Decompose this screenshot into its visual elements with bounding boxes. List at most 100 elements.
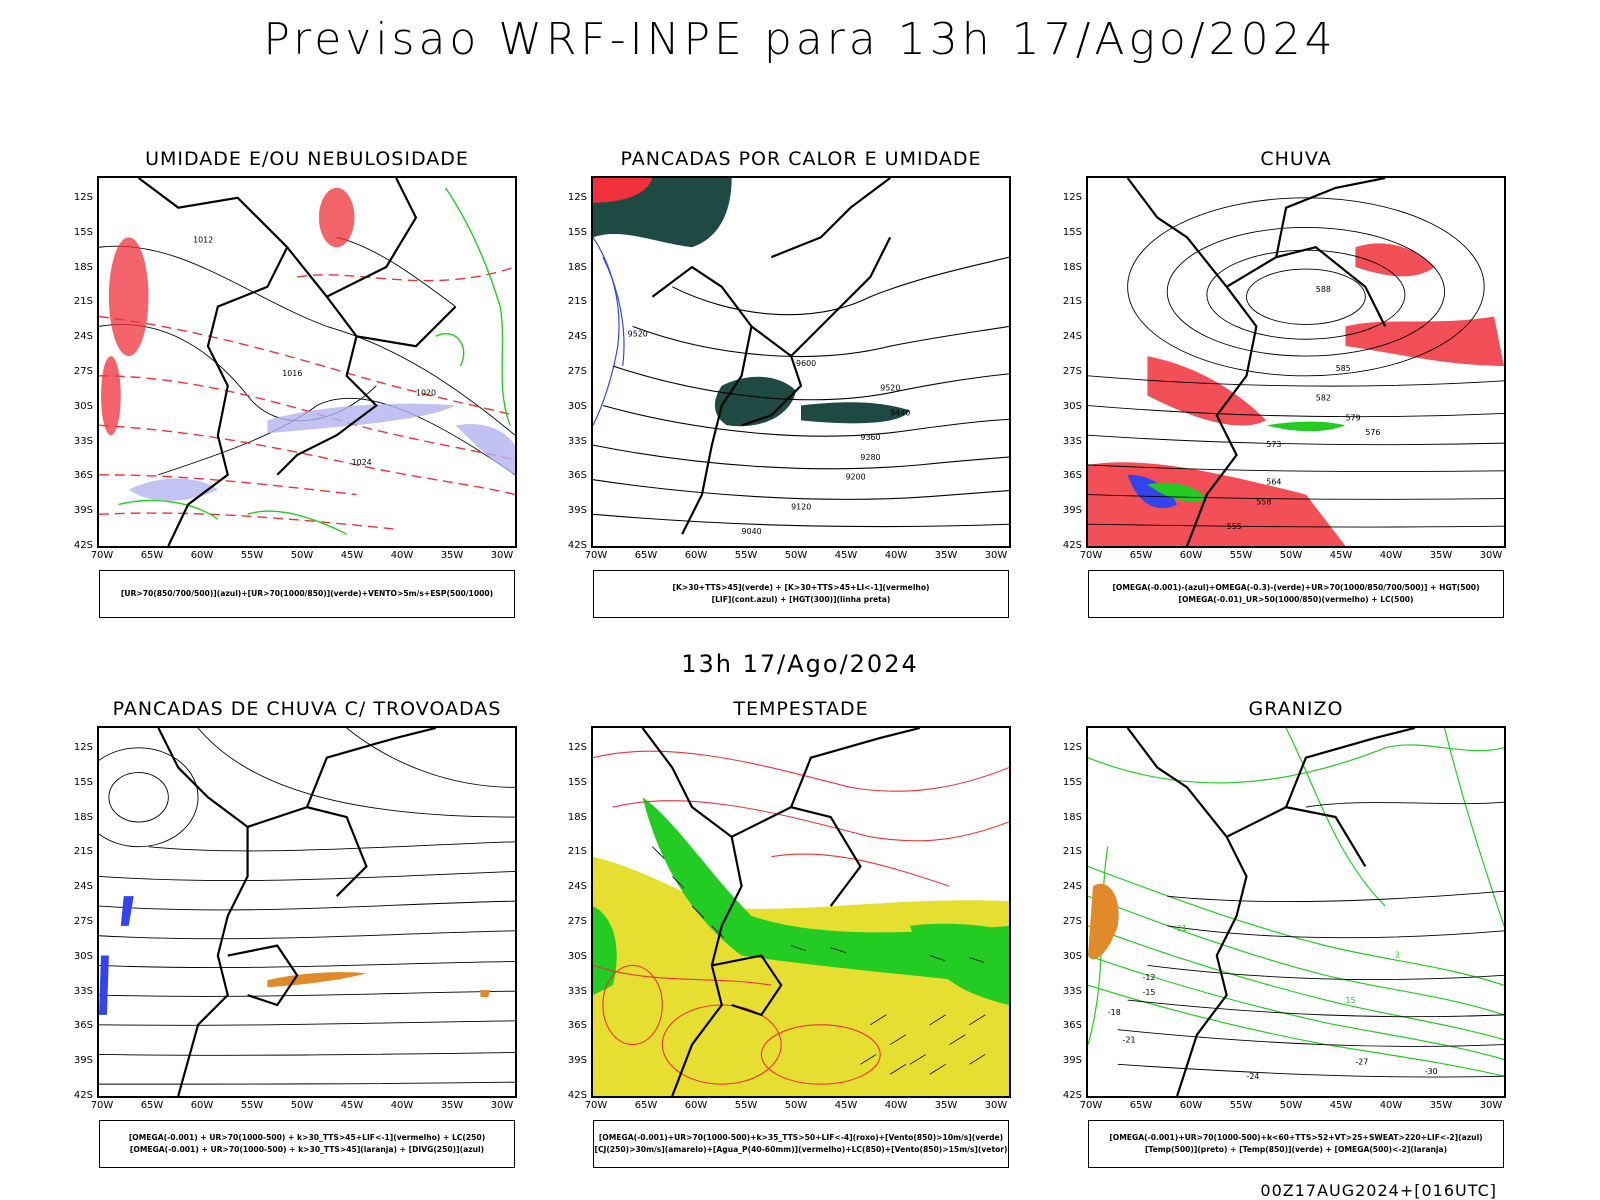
latitude-tick-label: 24S: [1062, 881, 1082, 893]
latitude-tick-label: 36S: [1062, 470, 1082, 482]
legend-line: [Temp(500)](preto) + [Temp(850)](verde) …: [1144, 1145, 1448, 1154]
longitude-tick-label: 40W: [390, 550, 414, 561]
latitude-tick-label: 30S: [73, 950, 93, 962]
latitude-tick-label: 15S: [567, 226, 587, 238]
longitude-tick-label: 45W: [834, 550, 858, 561]
latitude-tick-label: 39S: [567, 505, 587, 517]
legend: [UR>70(850/700/500)](azul)+[UR>70(1000/8…: [99, 570, 515, 618]
latitude-tick-label: 39S: [1062, 505, 1082, 517]
latitude-tick-label: 12S: [1062, 192, 1082, 203]
longitude-tick-label: 55W: [734, 1100, 758, 1111]
map-frame: 588 585 582 579 576 573 564 558 555: [1086, 176, 1506, 548]
svg-text:9600: 9600: [796, 359, 816, 368]
latitude-tick-label: 42S: [73, 540, 93, 551]
latitude-tick-label: 39S: [567, 1055, 587, 1067]
latitude-tick-label: 21S: [567, 296, 587, 308]
latitude-tick-label: 15S: [73, 776, 93, 788]
longitude-tick-label: 30W: [490, 550, 514, 561]
latitude-tick-label: 33S: [1062, 435, 1082, 447]
latitude-tick-label: 21S: [1062, 296, 1082, 308]
longitude-tick-label: 35W: [440, 1100, 464, 1111]
svg-text:15: 15: [1346, 996, 1356, 1005]
longitude-tick-label: 70W: [584, 550, 608, 561]
legend-line: [OMEGA(-0.01)_UR>50(1000/850)(vermelho) …: [1178, 595, 1414, 604]
panel-title: PANCADAS DE CHUVA C/ TROVOADAS: [112, 698, 502, 720]
main-title: Previsao WRF-INPE para 13h 17/Ago/2024: [263, 14, 1337, 65]
latitude-tick-label: 12S: [567, 192, 587, 203]
legend: [OMEGA(-0.001)+UR>70(1000-500)+k>35_TTS>…: [593, 1120, 1009, 1168]
latitude-tick-label: 18S: [1062, 261, 1082, 273]
latitude-tick-label: 18S: [73, 261, 93, 273]
latitude-tick-label: 42S: [567, 1090, 587, 1101]
model-run-stamp: 00Z17AUG2024+[016UTC]: [1260, 1181, 1497, 1200]
latitude-tick-label: 27S: [1062, 916, 1082, 927]
longitude-tick-label: 45W: [1329, 550, 1353, 561]
longitude-tick-label: 60W: [684, 1100, 708, 1111]
svg-text:573: 573: [1266, 440, 1281, 449]
legend-line: [CJ(250)>30m/s](amarelo)+[Agua_P(40-60mm…: [594, 1145, 1008, 1154]
longitude-tick-label: 55W: [1229, 1100, 1253, 1111]
latitude-tick-label: 42S: [1062, 1090, 1082, 1101]
map-trovoadas: [99, 728, 515, 1096]
map-frame: -12 -15 -18 -21 -24 -27 -30 15 21 2: [1086, 726, 1506, 1098]
panel-title: CHUVA: [1260, 148, 1332, 170]
latitude-tick-label: 36S: [567, 470, 587, 482]
svg-text:9440: 9440: [890, 408, 910, 417]
longitude-tick-label: 55W: [240, 550, 264, 561]
map-tempestade: [593, 728, 1009, 1096]
longitude-tick-label: 70W: [1079, 1100, 1103, 1111]
latitude-tick-label: 33S: [1062, 985, 1082, 997]
svg-text:579: 579: [1346, 413, 1361, 422]
map-frame: [97, 726, 517, 1098]
svg-text:588: 588: [1316, 285, 1331, 294]
longitude-tick-label: 50W: [290, 1100, 314, 1111]
longitude-tick-label: 45W: [340, 550, 364, 561]
latitude-tick-label: 21S: [1062, 846, 1082, 858]
svg-text:1024: 1024: [352, 458, 372, 467]
latitude-tick-label: 33S: [567, 985, 587, 997]
map-granizo: -12 -15 -18 -21 -24 -27 -30 15 21 2: [1088, 728, 1504, 1096]
svg-text:582: 582: [1316, 394, 1331, 403]
latitude-tick-label: 18S: [567, 811, 587, 823]
latitude-tick-label: 33S: [73, 435, 93, 447]
panel-title: GRANIZO: [1248, 698, 1344, 720]
svg-text:9520: 9520: [628, 329, 648, 338]
latitude-tick-label: 33S: [73, 985, 93, 997]
svg-text:-30: -30: [1425, 1067, 1438, 1076]
longitude-tick-label: 60W: [190, 550, 214, 561]
svg-text:9040: 9040: [742, 527, 762, 536]
latitude-tick-label: 27S: [567, 366, 587, 377]
longitude-tick-label: 55W: [1229, 550, 1253, 561]
svg-text:1012: 1012: [193, 235, 213, 244]
longitude-tick-label: 65W: [1129, 550, 1153, 561]
svg-text:9520: 9520: [880, 384, 900, 393]
latitude-tick-label: 39S: [73, 505, 93, 517]
longitude-tick-label: 35W: [440, 550, 464, 561]
map-pancadas-calor: 9520 9600 9520 9440 9360 9280 9200 9120 …: [593, 178, 1009, 536]
map-frame: 9520 9600 9520 9440 9360 9280 9200 9120 …: [591, 176, 1011, 548]
latitude-tick-label: 36S: [73, 1020, 93, 1032]
panel-title: PANCADAS POR CALOR E UMIDADE: [620, 148, 982, 170]
longitude-tick-label: 40W: [1379, 1100, 1403, 1111]
latitude-tick-label: 15S: [73, 226, 93, 238]
map-umidade: 1012 1016 1020 1024: [99, 178, 515, 546]
svg-text:576: 576: [1365, 428, 1380, 437]
longitude-tick-label: 50W: [784, 550, 808, 561]
latitude-tick-label: 15S: [1062, 226, 1082, 238]
legend: [OMEGA(-0.001)+UR>70(1000-500)+k<60+TTS>…: [1088, 1120, 1504, 1168]
longitude-tick-label: 70W: [584, 1100, 608, 1111]
latitude-tick-label: 27S: [567, 916, 587, 927]
latitude-tick-label: 42S: [73, 1090, 93, 1101]
longitude-tick-label: 30W: [1479, 550, 1503, 561]
svg-text:-12: -12: [1142, 973, 1155, 982]
latitude-tick-label: 18S: [73, 811, 93, 823]
latitude-tick-label: 30S: [567, 400, 587, 412]
svg-text:564: 564: [1266, 478, 1281, 487]
svg-text:-15: -15: [1142, 988, 1155, 997]
legend-line: [UR>70(850/700/500)](azul)+[UR>70(1000/8…: [120, 589, 494, 598]
longitude-tick-label: 35W: [1429, 1100, 1453, 1111]
longitude-tick-label: 60W: [1179, 550, 1203, 561]
longitude-tick-label: 65W: [140, 1100, 164, 1111]
svg-text:1016: 1016: [282, 369, 302, 378]
latitude-tick-label: 12S: [1062, 742, 1082, 753]
